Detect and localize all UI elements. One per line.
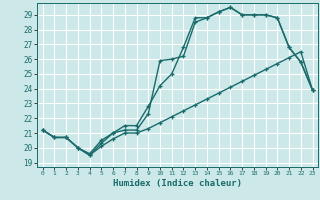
X-axis label: Humidex (Indice chaleur): Humidex (Indice chaleur) <box>113 179 242 188</box>
